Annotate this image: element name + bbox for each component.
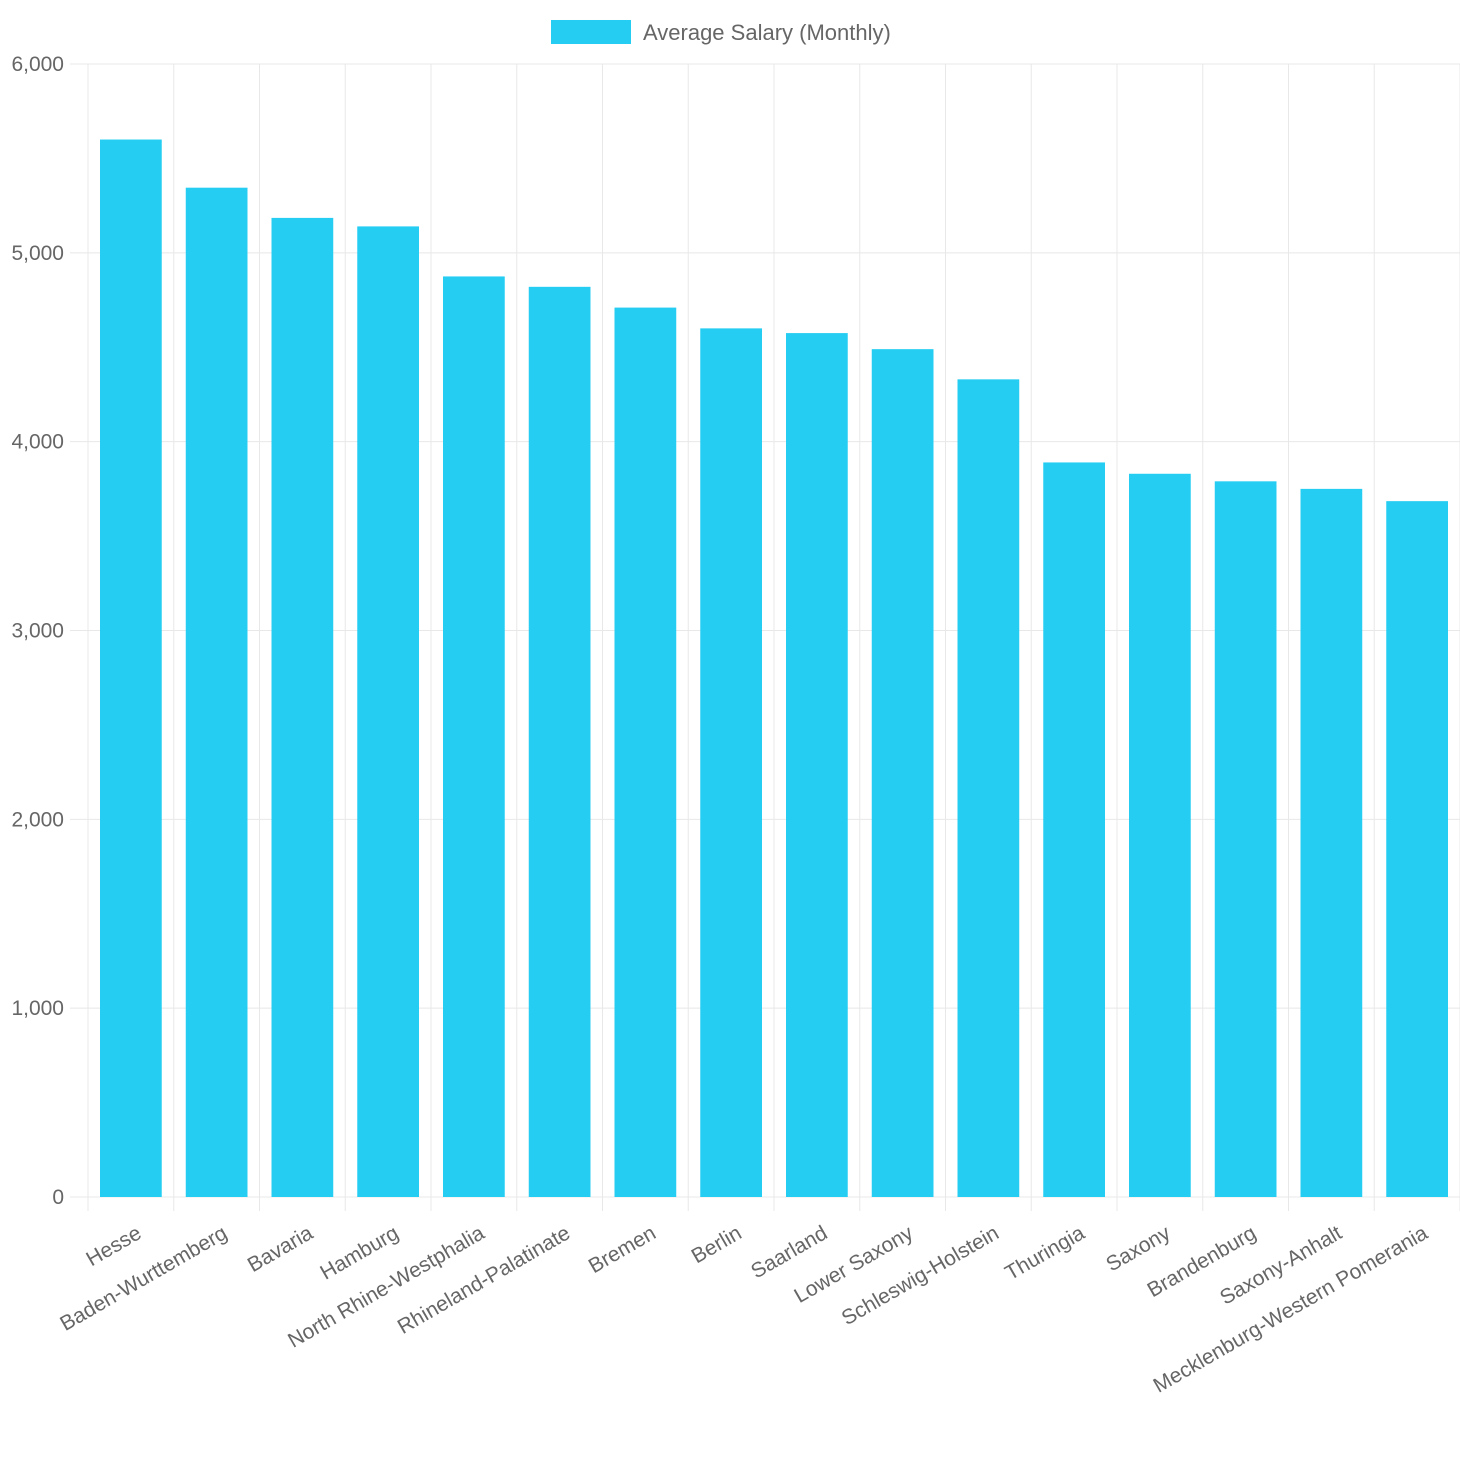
x-tick-label: Bremen bbox=[585, 1221, 660, 1278]
bar[interactable] bbox=[357, 226, 419, 1197]
bar[interactable] bbox=[271, 217, 334, 1197]
bar[interactable] bbox=[100, 139, 162, 1198]
x-tick-label: Thuringia bbox=[1001, 1221, 1089, 1285]
y-axis-ticks: 0 1,000 2,000 3,000 4,000 5,000 6,000 bbox=[11, 53, 64, 1209]
bar[interactable] bbox=[614, 307, 677, 1198]
bar[interactable] bbox=[871, 349, 934, 1198]
x-tick-label: Hesse bbox=[82, 1221, 145, 1271]
bar[interactable] bbox=[443, 276, 505, 1197]
y-tick-label: 5,000 bbox=[11, 242, 64, 265]
y-tick-label: 3,000 bbox=[11, 620, 64, 643]
x-tick-label: Saxony bbox=[1102, 1221, 1175, 1276]
bar[interactable] bbox=[185, 187, 248, 1197]
bar[interactable] bbox=[1386, 501, 1448, 1197]
y-tick-label: 0 bbox=[52, 1186, 64, 1209]
x-tick-label: Berlin bbox=[688, 1221, 746, 1268]
bar[interactable] bbox=[700, 328, 762, 1197]
bar[interactable] bbox=[1129, 473, 1191, 1198]
y-tick-label: 6,000 bbox=[11, 53, 64, 76]
y-tick-label: 1,000 bbox=[11, 997, 64, 1020]
bar[interactable] bbox=[1300, 488, 1363, 1197]
x-tick-label: Bavaria bbox=[244, 1221, 317, 1277]
legend-label[interactable]: Average Salary (Monthly) bbox=[643, 20, 891, 45]
legend[interactable]: Average Salary (Monthly) bbox=[551, 20, 891, 45]
y-tick-label: 4,000 bbox=[11, 431, 64, 454]
bar-group bbox=[100, 139, 1448, 1198]
y-tick-label: 2,000 bbox=[11, 808, 64, 831]
bar[interactable] bbox=[528, 286, 591, 1197]
bar[interactable] bbox=[1043, 462, 1105, 1197]
legend-swatch[interactable] bbox=[551, 20, 631, 44]
bar[interactable] bbox=[1214, 481, 1277, 1197]
bar[interactable] bbox=[786, 333, 848, 1197]
bar[interactable] bbox=[957, 379, 1020, 1197]
x-tick-label: Schleswig-Holstein bbox=[838, 1221, 1003, 1330]
